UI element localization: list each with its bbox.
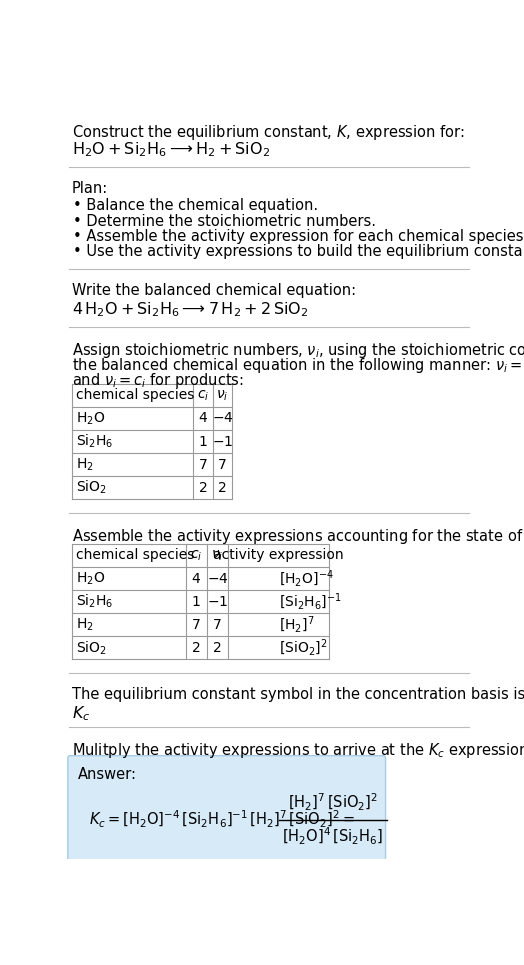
Text: $c_i$: $c_i$ — [197, 388, 209, 402]
Text: $\nu_i$: $\nu_i$ — [211, 548, 224, 563]
Text: $[\mathrm{Si_2H_6}]^{-1}$: $[\mathrm{Si_2H_6}]^{-1}$ — [279, 592, 342, 612]
Text: $\mathrm{H_2}$: $\mathrm{H_2}$ — [75, 617, 93, 633]
Text: $\mathrm{H_2O}$: $\mathrm{H_2O}$ — [75, 570, 105, 587]
Text: $[\mathrm{H_2O}]^{-4}$: $[\mathrm{H_2O}]^{-4}$ — [279, 568, 333, 589]
Text: $\mathrm{4\,H_2O + Si_2H_6 \longrightarrow 7\,H_2 + 2\,SiO_2}$: $\mathrm{4\,H_2O + Si_2H_6 \longrightarr… — [72, 300, 308, 318]
Text: 2: 2 — [218, 481, 227, 495]
Text: 7: 7 — [192, 618, 201, 632]
Text: $\mathrm{Si_2H_6}$: $\mathrm{Si_2H_6}$ — [75, 593, 113, 611]
Text: 2: 2 — [199, 481, 208, 495]
Text: 4: 4 — [192, 571, 201, 586]
Text: Mulitply the activity expressions to arrive at the $K_c$ expression:: Mulitply the activity expressions to arr… — [72, 741, 524, 760]
Text: $-4$: $-4$ — [212, 411, 233, 426]
Text: $\mathrm{SiO_2}$: $\mathrm{SiO_2}$ — [75, 639, 106, 656]
Text: $\mathrm{Si_2H_6}$: $\mathrm{Si_2H_6}$ — [75, 433, 113, 451]
Text: Plan:: Plan: — [72, 181, 108, 196]
Text: Construct the equilibrium constant, $K$, expression for:: Construct the equilibrium constant, $K$,… — [72, 124, 464, 143]
Text: • Assemble the activity expression for each chemical species.: • Assemble the activity expression for e… — [73, 229, 524, 244]
Text: $\mathrm{H_2O + Si_2H_6 \longrightarrow H_2 + SiO_2}$: $\mathrm{H_2O + Si_2H_6 \longrightarrow … — [72, 141, 270, 159]
FancyBboxPatch shape — [68, 756, 386, 872]
Text: $\mathrm{H_2O}$: $\mathrm{H_2O}$ — [75, 410, 105, 427]
Text: 1: 1 — [192, 594, 201, 609]
Text: • Determine the stoichiometric numbers.: • Determine the stoichiometric numbers. — [73, 213, 376, 229]
Text: $c_i$: $c_i$ — [190, 548, 202, 563]
Text: $[\mathrm{SiO_2}]^{2}$: $[\mathrm{SiO_2}]^{2}$ — [279, 638, 327, 658]
Text: activity expression: activity expression — [213, 548, 344, 563]
Text: chemical species: chemical species — [75, 548, 194, 563]
Text: and $\nu_i = c_i$ for products:: and $\nu_i = c_i$ for products: — [72, 372, 244, 391]
Text: Assemble the activity expressions accounting for the state of matter and $\nu_i$: Assemble the activity expressions accoun… — [72, 527, 524, 546]
Text: 4: 4 — [199, 411, 208, 426]
Text: $-1$: $-1$ — [207, 594, 228, 609]
Text: $\mathrm{H_2}$: $\mathrm{H_2}$ — [75, 456, 93, 473]
Text: $\mathrm{SiO_2}$: $\mathrm{SiO_2}$ — [75, 479, 106, 496]
Text: The equilibrium constant symbol in the concentration basis is:: The equilibrium constant symbol in the c… — [72, 687, 524, 703]
Text: chemical species: chemical species — [75, 388, 194, 402]
Text: 7: 7 — [199, 457, 208, 472]
Text: $[\mathrm{H_2}]^{7}\,[\mathrm{SiO_2}]^{2}$: $[\mathrm{H_2}]^{7}\,[\mathrm{SiO_2}]^{2… — [288, 792, 378, 813]
Text: • Use the activity expressions to build the equilibrium constant expression.: • Use the activity expressions to build … — [73, 244, 524, 260]
Text: Write the balanced chemical equation:: Write the balanced chemical equation: — [72, 283, 356, 298]
Text: $[\mathrm{H_2O}]^{4}\,[\mathrm{Si_2H_6}]$: $[\mathrm{H_2O}]^{4}\,[\mathrm{Si_2H_6}]… — [282, 826, 384, 847]
Text: $\nu_i$: $\nu_i$ — [216, 388, 228, 402]
Text: 7: 7 — [213, 618, 222, 632]
Text: 7: 7 — [218, 457, 227, 472]
Text: the balanced chemical equation in the following manner: $\nu_i = -c_i$ for react: the balanced chemical equation in the fo… — [72, 356, 524, 375]
Text: $K_c$: $K_c$ — [72, 704, 90, 723]
Text: 2: 2 — [213, 641, 222, 655]
Text: • Balance the chemical equation.: • Balance the chemical equation. — [73, 198, 319, 213]
Text: $-1$: $-1$ — [212, 434, 233, 449]
Text: 1: 1 — [199, 434, 208, 449]
Text: Answer:: Answer: — [78, 767, 137, 783]
Text: Assign stoichiometric numbers, $\nu_i$, using the stoichiometric coefficients, $: Assign stoichiometric numbers, $\nu_i$, … — [72, 341, 524, 360]
Text: $[\mathrm{H_2}]^{7}$: $[\mathrm{H_2}]^{7}$ — [279, 615, 314, 635]
Text: $-4$: $-4$ — [206, 571, 228, 586]
Text: $K_c = [\mathrm{H_2O}]^{-4}\,[\mathrm{Si_2H_6}]^{-1}\,[\mathrm{H_2}]^{7}\,[\math: $K_c = [\mathrm{H_2O}]^{-4}\,[\mathrm{Si… — [89, 809, 355, 830]
Text: 2: 2 — [192, 641, 201, 655]
